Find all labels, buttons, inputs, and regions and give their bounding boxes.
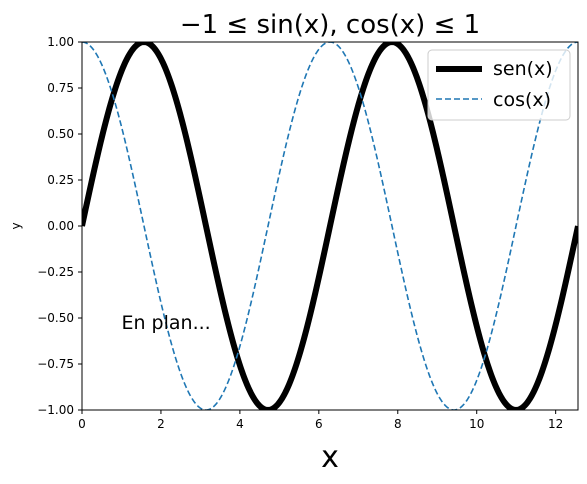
y-tick-label: −1.00 [37,403,74,417]
y-tick-label: 1.00 [47,35,74,49]
x-tick-label: 10 [469,417,484,431]
y-tick-label: 0.50 [47,127,74,141]
chart-title: −1 ≤ sin(x), cos(x) ≤ 1 [180,10,480,40]
x-tick-label: 6 [315,417,323,431]
series-line-cos [82,42,578,410]
y-tick-label: 0.00 [47,219,74,233]
y-tick-label: −0.75 [37,357,74,371]
x-tick-label: 2 [157,417,165,431]
y-tick-label: 0.25 [47,173,74,187]
y-tick-label: −0.25 [37,265,74,279]
x-tick-label: 12 [548,417,563,431]
x-axis: 0 2 4 6 8 10 12 [78,410,563,431]
legend-label-cos: cos(x) [493,89,551,111]
y-tick-label: 0.75 [47,81,74,95]
annotation-text: En plan... [121,312,210,334]
y-axis: 1.00 0.75 0.50 0.25 0.00 −0.25 −0.50 −0.75 −1.00 [37,35,82,417]
x-tick-label: 0 [78,417,86,431]
series-line-sin [82,42,578,410]
y-axis-label: y [9,222,23,229]
y-tick-label: −0.50 [37,311,74,325]
legend-label-sin: sen(x) [493,58,553,80]
series-layer [82,42,578,410]
x-axis-label: x [321,440,339,475]
x-tick-label: 8 [394,417,402,431]
x-tick-label: 4 [236,417,244,431]
legend: sen(x) cos(x) [427,49,571,121]
annotation-layer: En plan... [121,312,210,334]
